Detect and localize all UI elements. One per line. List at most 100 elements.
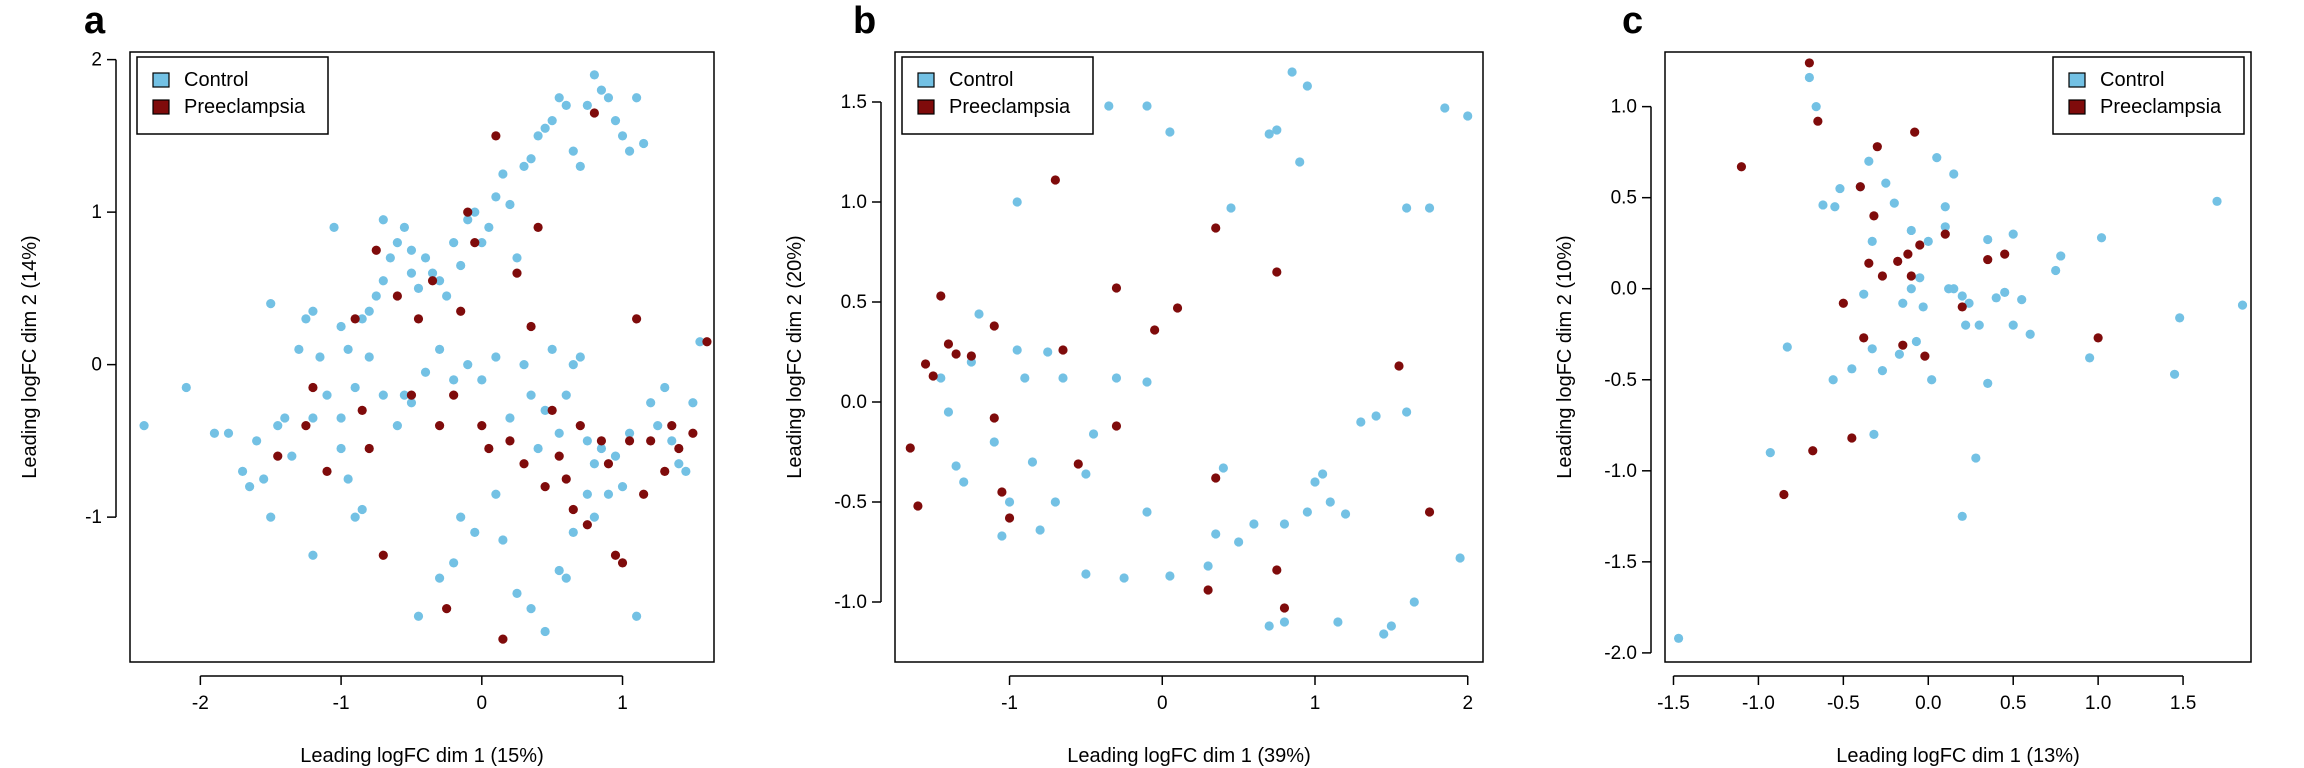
- data-point: [646, 398, 656, 408]
- data-point: [484, 443, 494, 454]
- data-point: [463, 215, 473, 225]
- legend-label: Control: [949, 69, 1013, 91]
- data-point: [1272, 565, 1282, 575]
- data-point: [1203, 585, 1213, 595]
- y-axis-label: Leading logFC dim 2 (10%): [1554, 235, 1576, 478]
- data-point: [1828, 375, 1838, 385]
- legend-label: Preeclampsia: [949, 96, 1071, 118]
- data-point: [336, 413, 346, 423]
- data-point: [1043, 347, 1053, 357]
- data-point: [1949, 284, 1959, 294]
- data-point: [1272, 125, 1282, 135]
- data-point: [1940, 229, 1950, 239]
- data-point: [1813, 116, 1823, 126]
- data-point: [498, 169, 508, 179]
- data-point: [1172, 303, 1183, 313]
- data-point: [1088, 429, 1099, 439]
- data-point: [456, 306, 466, 316]
- data-point: [237, 466, 248, 476]
- data-point: [434, 276, 445, 286]
- x-tick-label: 1.5: [2170, 693, 2196, 714]
- legend-swatch: [917, 72, 935, 88]
- data-point: [526, 390, 536, 400]
- data-point: [427, 276, 438, 286]
- data-point: [1402, 203, 1412, 213]
- data-point: [378, 390, 388, 400]
- data-point: [989, 413, 999, 423]
- data-point: [322, 390, 332, 400]
- data-point: [1211, 473, 1221, 483]
- data-point: [1310, 477, 1320, 487]
- data-point: [1811, 102, 1821, 112]
- data-point: [1020, 373, 1030, 383]
- data-point: [301, 314, 311, 324]
- data-point: [287, 451, 297, 461]
- data-point: [1894, 349, 1904, 359]
- x-tick-label: 1: [1310, 693, 1321, 714]
- data-point: [617, 482, 628, 492]
- x-tick-label: 0.0: [1915, 693, 1941, 714]
- data-point: [1279, 617, 1290, 627]
- data-point: [427, 268, 438, 278]
- data-point: [1961, 320, 1971, 330]
- data-point: [1424, 507, 1435, 517]
- data-point: [547, 405, 557, 415]
- legend-box: [136, 56, 329, 135]
- data-point: [252, 436, 262, 446]
- data-point: [1957, 302, 1967, 312]
- series-preeclampsia: [273, 108, 712, 644]
- data-point: [245, 482, 255, 492]
- x-tick-label: -0.5: [1827, 693, 1860, 714]
- data-point: [1877, 366, 1888, 376]
- panel-b: b -1 0 1 2 -1.0 -0.5 0.0 0.5 1.0 1.5 Leading logFC…: [784, 0, 1484, 767]
- data-point: [1058, 345, 1068, 355]
- data-point: [1915, 273, 1925, 283]
- data-point: [308, 382, 318, 393]
- data-point: [2096, 233, 2107, 243]
- legend-label: Preeclampsia: [184, 96, 306, 118]
- data-point: [1340, 509, 1351, 519]
- data-point: [259, 474, 269, 484]
- data-point: [1203, 561, 1213, 571]
- data-point: [1830, 202, 1840, 212]
- data-point: [1081, 569, 1091, 579]
- series-control: [139, 70, 705, 637]
- data-point: [1333, 617, 1343, 627]
- y-tick-label: -1.0: [1604, 461, 1637, 482]
- data-point: [603, 93, 614, 103]
- y-tick-label: -1: [85, 507, 102, 528]
- data-point: [639, 138, 649, 149]
- data-point: [1923, 236, 1933, 246]
- data-point: [406, 245, 417, 255]
- data-point: [1949, 169, 1959, 179]
- data-point: [617, 131, 628, 141]
- data-point: [1371, 411, 1381, 421]
- data-point: [1035, 525, 1045, 535]
- y-axis-label: Leading logFC dim 2 (20%): [784, 235, 806, 478]
- series-control: [936, 67, 1473, 639]
- y-tick-label: 0.0: [1611, 279, 1637, 300]
- legend: Control Preeclampsia: [901, 56, 1094, 135]
- x-tick-label: 0: [477, 693, 488, 714]
- data-point: [2008, 229, 2018, 239]
- data-point: [603, 489, 614, 499]
- data-point: [1915, 240, 1925, 250]
- data-point: [364, 306, 374, 316]
- data-point: [702, 337, 712, 347]
- data-point: [1081, 469, 1091, 479]
- data-point: [301, 421, 311, 431]
- data-point: [1264, 621, 1274, 631]
- data-point: [561, 390, 571, 400]
- data-point: [477, 375, 487, 385]
- data-point: [632, 93, 642, 103]
- data-point: [308, 413, 318, 423]
- data-point: [1983, 378, 1993, 389]
- data-point: [498, 634, 508, 644]
- data-point: [1272, 267, 1282, 277]
- data-point: [1859, 333, 1869, 343]
- legend-swatch: [152, 72, 170, 88]
- x-tick-label: -1.5: [1657, 693, 1690, 714]
- y-tick-label: 0: [91, 355, 102, 376]
- data-point: [1765, 447, 1775, 458]
